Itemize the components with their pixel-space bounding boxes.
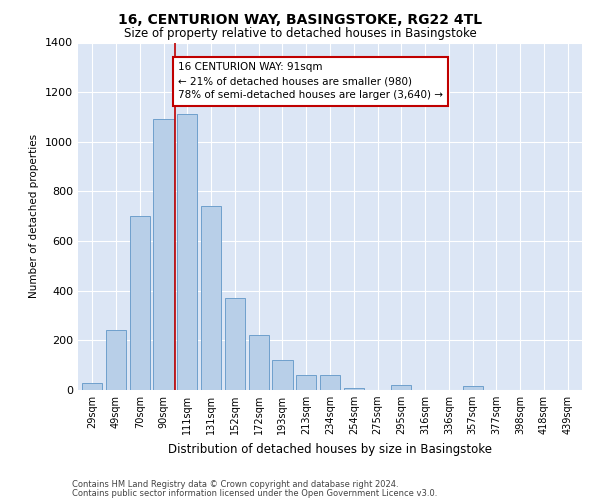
Bar (463, 386, 483, 390)
Bar (106, 330, 126, 390)
Bar (391, 385, 412, 390)
Text: Size of property relative to detached houses in Basingstoke: Size of property relative to detached ho… (124, 28, 476, 40)
Bar (248, 336, 269, 390)
Text: Contains HM Land Registry data © Crown copyright and database right 2024.: Contains HM Land Registry data © Crown c… (72, 480, 398, 489)
Bar (154, 120, 173, 390)
Bar (201, 206, 221, 390)
Bar (344, 388, 364, 390)
Bar (82, 382, 103, 390)
Text: 16, CENTURION WAY, BASINGSTOKE, RG22 4TL: 16, CENTURION WAY, BASINGSTOKE, RG22 4TL (118, 12, 482, 26)
Bar (320, 375, 340, 390)
Bar (225, 298, 245, 390)
Bar (272, 360, 293, 390)
Bar (296, 375, 316, 390)
Bar (177, 114, 197, 390)
Y-axis label: Number of detached properties: Number of detached properties (29, 134, 40, 298)
Text: 16 CENTURION WAY: 91sqm
← 21% of detached houses are smaller (980)
78% of semi-d: 16 CENTURION WAY: 91sqm ← 21% of detache… (178, 62, 443, 100)
Bar (130, 216, 150, 390)
X-axis label: Distribution of detached houses by size in Basingstoke: Distribution of detached houses by size … (168, 442, 492, 456)
Text: Contains public sector information licensed under the Open Government Licence v3: Contains public sector information licen… (72, 488, 437, 498)
